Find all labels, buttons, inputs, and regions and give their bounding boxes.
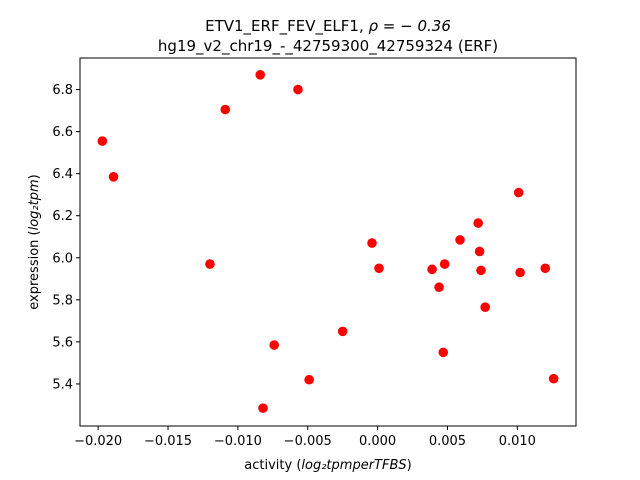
data-point [439, 259, 450, 269]
data-point [255, 70, 266, 80]
data-point [427, 264, 437, 275]
x-axis-label-math: log₂tpmperTFBS [301, 458, 406, 473]
data-point [258, 403, 268, 413]
x-tick-label: −0.005 [284, 434, 332, 449]
data-point [515, 267, 525, 278]
data-point [304, 374, 314, 385]
chart-title-line1: ETV1_ERF_FEV_ELF1, ρ = − 0.36 [205, 17, 451, 36]
data-point [540, 263, 551, 274]
x-tick-label: −0.010 [214, 434, 262, 449]
data-point [438, 347, 449, 358]
y-tick-label: 5.4 [52, 377, 73, 392]
x-axis-label-suffix: ) [407, 458, 412, 473]
data-point [455, 235, 465, 245]
data-point [473, 218, 483, 228]
y-tick-label: 6.6 [52, 125, 73, 140]
data-point [220, 104, 231, 115]
x-tick-label: −0.020 [74, 434, 122, 449]
x-tick-label: 0.010 [499, 434, 536, 449]
y-axis-label-prefix: expression ( [27, 230, 42, 309]
y-axis-ticks: 5.4 5.6 5.8 6.0 6.2 6.4 6.6 6.8 [52, 83, 80, 392]
y-axis-label: expression (log₂tpm) [27, 174, 42, 309]
data-point [293, 84, 303, 95]
data-point [205, 259, 215, 269]
x-axis-label: activity (log₂tpmperTFBS) [244, 458, 411, 473]
x-tick-label: −0.015 [144, 434, 192, 449]
y-tick-label: 6.8 [52, 83, 73, 98]
y-tick-label: 5.8 [52, 293, 73, 308]
data-point [374, 263, 384, 274]
x-tick-label: 0.000 [359, 434, 396, 449]
y-tick-label: 5.6 [52, 335, 73, 350]
x-axis-label-prefix: activity ( [244, 458, 301, 473]
chart-title-text: ETV1_ERF_FEV_ELF1, [205, 17, 368, 36]
chart-title-rho: ρ = − 0.36 [369, 17, 451, 35]
y-tick-label: 6.2 [52, 209, 73, 224]
data-point [337, 326, 348, 337]
data-point [480, 302, 490, 312]
data-point [269, 340, 280, 350]
data-point [548, 373, 559, 384]
data-point [97, 136, 108, 146]
data-point [108, 172, 119, 182]
data-point [434, 282, 444, 293]
plot-frame [79, 57, 577, 427]
data-point [367, 238, 377, 248]
chart-title-line2: hg19_v2_chr19_-_42759300_42759324 (ERF) [158, 37, 498, 56]
data-point [474, 246, 485, 257]
y-axis-label-math: log₂tpm [27, 179, 42, 230]
x-tick-label: 0.005 [429, 434, 466, 449]
data-point [476, 265, 486, 276]
y-axis-label-suffix: ) [27, 174, 42, 179]
y-tick-label: 6.0 [52, 251, 73, 266]
x-axis-ticks: −0.020 −0.015 −0.010 −0.005 0.000 0.005 0.010 [74, 426, 536, 449]
y-tick-label: 6.4 [52, 167, 73, 182]
data-point [513, 187, 524, 198]
data-points [97, 70, 559, 413]
